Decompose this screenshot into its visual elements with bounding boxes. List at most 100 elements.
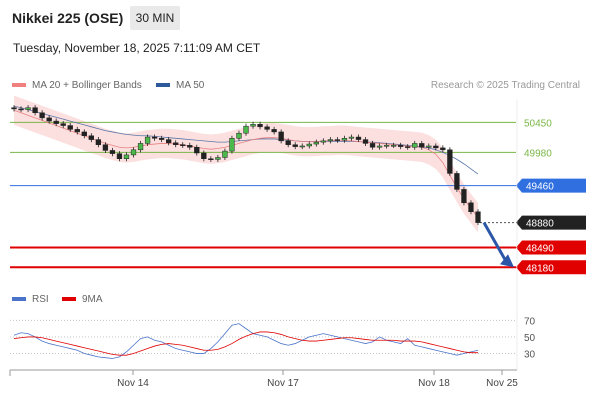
candle-body [74, 129, 80, 133]
candle-body [299, 145, 305, 148]
instrument-title: Nikkei 225 (OSE) [12, 10, 124, 26]
candle-body [25, 107, 31, 110]
target-arrow-head [500, 254, 514, 268]
legend-9ma: 9MA [62, 294, 103, 305]
candle-body [250, 124, 256, 127]
candle-body [187, 145, 193, 148]
rsi-tick-30: 30 [524, 350, 536, 361]
level-text: 50450 [524, 118, 552, 129]
candle-body [53, 120, 59, 124]
candle-body [39, 112, 45, 119]
candle-body [11, 107, 17, 110]
ma20-swatch [12, 83, 26, 88]
level-text: 48880 [526, 219, 554, 230]
candle-body [271, 129, 277, 133]
legend-rsi-label: RSI [32, 294, 49, 305]
candle-body [468, 202, 474, 213]
candle-body [440, 147, 446, 151]
x-tick-label-nov-25: Nov 25 [486, 378, 518, 389]
level-tag [516, 240, 586, 255]
candle-body [229, 138, 235, 152]
bollinger-band [14, 95, 478, 233]
ma9-swatch [62, 297, 76, 302]
candle-body [447, 149, 453, 174]
candle-body [257, 124, 263, 128]
candle-body [180, 144, 186, 146]
candle-body [292, 144, 298, 147]
rsi-swatch [12, 297, 26, 302]
candle-body [348, 136, 355, 139]
candle-body [194, 147, 200, 154]
candles [11, 105, 481, 226]
x-tick-label-nov-18: Nov 18 [418, 378, 450, 389]
credit-text: Research © 2025 Trading Central [430, 80, 580, 91]
candle-body [144, 136, 151, 144]
level-tag [516, 215, 586, 230]
candle-body [362, 139, 369, 144]
candle-body [60, 123, 66, 126]
level-label-49460: 49460 [516, 178, 586, 193]
level-tag [516, 178, 586, 193]
candle-body [426, 145, 432, 148]
candle-body [137, 143, 144, 151]
level-label-50450: 50450 [524, 118, 552, 129]
level-label-48180: 48180 [516, 260, 586, 275]
candle-body [327, 139, 334, 142]
legend-ma20-label: MA 20 + Bollinger Bands [32, 80, 142, 91]
timestamp: Tuesday, November 18, 2025 7:11:09 AM CE… [13, 41, 261, 55]
level-label-48880: 48880 [516, 215, 586, 230]
candle-body [208, 158, 214, 161]
ma50-swatch [156, 83, 170, 88]
candle-body [67, 125, 73, 130]
candle-body [419, 143, 425, 148]
candle-body [285, 140, 291, 145]
rsi-tick-70: 70 [524, 316, 536, 327]
candle-body [306, 143, 312, 147]
candle-body [215, 157, 221, 160]
candle-body [278, 131, 284, 142]
candle-body [341, 138, 348, 141]
level-label-48490: 48490 [516, 240, 586, 255]
candle-body [151, 136, 158, 139]
candle-body [334, 139, 341, 141]
candle-body [201, 152, 207, 160]
x-tick-label-nov-17: Nov 17 [267, 378, 299, 389]
candle-body [46, 117, 52, 122]
candle-body [320, 140, 326, 143]
candle-body [130, 149, 137, 156]
candle-body [116, 153, 123, 160]
rsi-line [13, 323, 479, 359]
candle-body [398, 145, 404, 147]
rsi-ma-line [13, 331, 478, 356]
timeframe-button[interactable]: 30 MIN [130, 6, 180, 30]
target-arrow-shaft [482, 221, 508, 263]
x-tick-label-nov-14: Nov 14 [117, 378, 149, 389]
candle-body [123, 154, 130, 160]
candle-body [102, 144, 109, 151]
legend-ma50-label: MA 50 [176, 80, 205, 91]
legend-rsi: RSI [12, 294, 49, 305]
candle-body [173, 142, 179, 145]
legend-9ma-label: 9MA [82, 294, 103, 305]
legend-ma50: MA 50 [156, 80, 204, 91]
candle-body [376, 145, 383, 148]
rsi-tick-50: 50 [524, 333, 536, 344]
candle-body [166, 139, 172, 144]
candle-body [461, 189, 467, 204]
level-text: 49460 [526, 182, 554, 193]
chart-header: Nikkei 225 (OSE) 30 MIN [0, 0, 590, 36]
level-text: 48180 [526, 263, 554, 274]
candle-body [383, 145, 390, 147]
candle-body [236, 132, 242, 139]
candle-body [313, 141, 319, 145]
candle-body [81, 131, 87, 137]
level-tag [516, 260, 586, 275]
candle-body [390, 145, 397, 147]
candle-body [158, 138, 165, 140]
candle-body [412, 143, 418, 148]
candle-body [95, 139, 102, 145]
candle-body [109, 150, 116, 154]
level-text: 48490 [526, 244, 554, 255]
candle-body [355, 136, 362, 140]
